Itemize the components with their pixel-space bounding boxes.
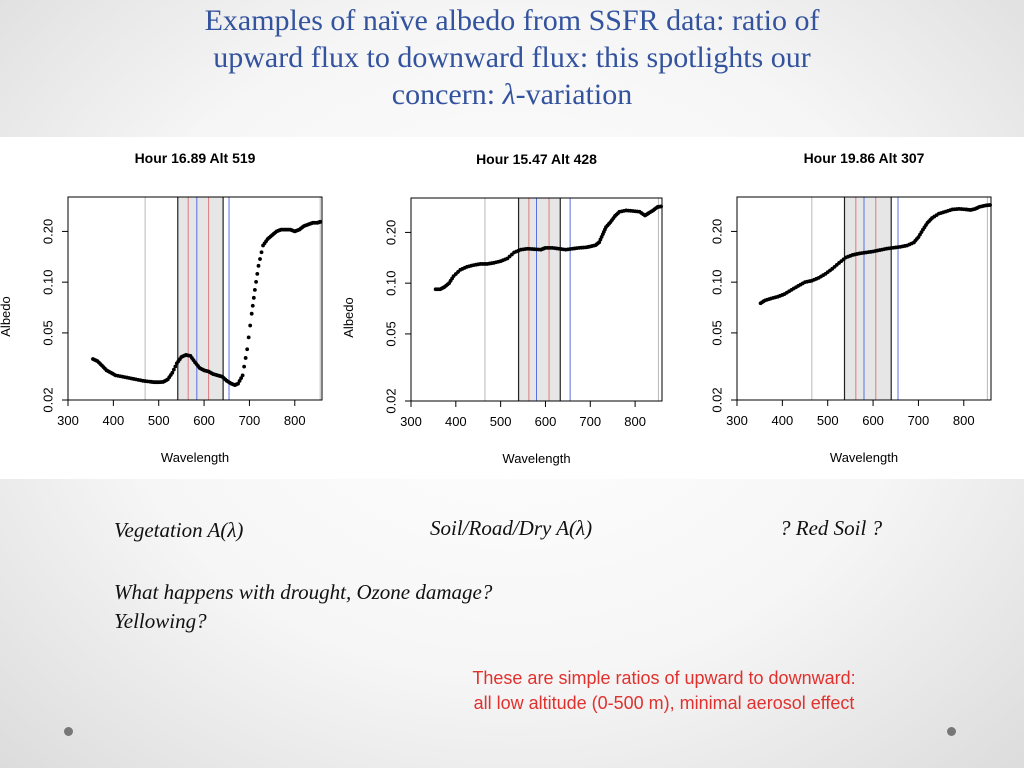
plot-title: Hour 16.89 Alt 519 — [135, 150, 256, 166]
x-tick-label: 800 — [624, 414, 646, 429]
data-point — [318, 219, 323, 224]
x-tick-label: 600 — [862, 413, 884, 428]
data-point-interp — [237, 378, 242, 383]
shaded-band — [844, 197, 892, 400]
data-point-interp — [243, 356, 248, 360]
question-text: What happens with drought, Ozone damage?… — [114, 578, 492, 636]
slide-title: Examples of naïve albedo from SSFR data:… — [60, 2, 964, 113]
x-tick-label: 600 — [193, 413, 215, 428]
data-point — [236, 381, 240, 386]
shaded-band — [177, 197, 224, 400]
nav-dot-left — [64, 727, 73, 736]
y-tick-label: 0.02 — [41, 387, 56, 412]
title-line-3-prefix: concern: — [391, 78, 503, 111]
y-tick-label: 0.02 — [710, 387, 725, 412]
plot-frame — [736, 196, 992, 401]
y-tick-label: 0.10 — [384, 271, 399, 296]
data-point-interp — [250, 303, 255, 308]
note-line-2: all low altitude (0-500 m), minimal aero… — [473, 693, 855, 713]
note-text: These are simple ratios of upward to dow… — [404, 666, 924, 716]
x-tick-label: 700 — [579, 414, 601, 429]
data-point-interp — [246, 335, 251, 340]
x-axis-label: Wavelength — [502, 451, 570, 466]
x-tick-label: 400 — [772, 413, 794, 428]
x-tick-label: 300 — [400, 414, 422, 429]
data-point — [256, 263, 261, 268]
x-tick-label: 800 — [284, 413, 306, 428]
x-axis-label: Wavelength — [161, 450, 229, 465]
caption-vegetation: Vegetation A(λ) — [114, 518, 244, 542]
y-tick-label: 0.20 — [41, 219, 56, 244]
data-point-interp — [239, 376, 244, 381]
note-line-1: These are simple ratios of upward to dow… — [472, 668, 856, 688]
y-tick-label: 0.20 — [384, 220, 399, 245]
x-tick-label: 300 — [726, 413, 748, 428]
x-tick-label: 500 — [148, 413, 170, 428]
lambda-symbol: λ — [502, 78, 516, 111]
albedo-plot-soil: Hour 15.47 Alt 428 300 400 500 600 700 800 Wave… — [341, 151, 664, 466]
y-tick-label: 0.10 — [41, 270, 56, 295]
y-tick-label: 0.10 — [710, 270, 725, 295]
data-point — [252, 287, 257, 292]
plots-band: Hour 16.89 Alt 519 300 400 500 600 700 800 Wave… — [0, 137, 1024, 479]
question-line-1: What happens with drought, Ozone damage? — [114, 580, 493, 604]
data-point — [249, 311, 254, 316]
question-line-2: Yellowing? — [114, 609, 207, 633]
title-line-2: upward flux to downward flux: this spotl… — [213, 41, 811, 74]
data-point-interp — [248, 323, 253, 328]
data-point-interp — [171, 367, 176, 372]
y-axis-label: Albedo — [0, 296, 13, 336]
data-point-interp — [259, 250, 264, 255]
y-tick-label: 0.02 — [384, 388, 399, 413]
data-point-interp — [258, 257, 262, 261]
data-point-interp — [255, 271, 260, 276]
y-tick-label: 0.20 — [710, 219, 725, 244]
data-point-interp — [242, 364, 247, 369]
x-tick-label: 500 — [490, 414, 512, 429]
x-tick-label: 400 — [445, 414, 467, 429]
nav-dot-right — [947, 727, 956, 736]
caption-soil: Soil/Road/Dry A(λ) — [430, 516, 593, 540]
y-axis-label: Albedo — [341, 297, 356, 337]
data-point — [659, 204, 664, 209]
y-tick-label: 0.05 — [41, 320, 56, 345]
x-axis-label: Wavelength — [830, 450, 898, 465]
data-point-interp — [173, 364, 178, 369]
x-tick-label: 800 — [953, 413, 975, 428]
y-tick-label: 0.05 — [710, 320, 725, 345]
plot-title: Hour 19.86 Alt 307 — [804, 150, 925, 166]
caption-red-soil: ? Red Soil ? — [780, 516, 883, 540]
data-point — [170, 370, 175, 375]
data-point — [245, 347, 250, 352]
plot-frame — [67, 196, 323, 401]
x-tick-label: 700 — [239, 413, 261, 428]
data-point-interp — [251, 295, 256, 300]
plot-frame — [410, 197, 663, 402]
x-tick-label: 700 — [908, 413, 930, 428]
shaded-band — [518, 198, 561, 401]
title-line-1: Examples of naïve albedo from SSFR data:… — [204, 4, 820, 37]
data-point-interp — [254, 279, 258, 284]
title-line-3-suffix: -variation — [515, 78, 633, 111]
x-tick-label: 500 — [817, 413, 839, 428]
albedo-plot-red-soil: Hour 19.86 Alt 307 300 400 500 600 700 800 Wave… — [710, 150, 992, 465]
plot-title: Hour 15.47 Alt 428 — [476, 151, 597, 167]
data-point — [240, 373, 245, 378]
y-tick-label: 0.05 — [384, 321, 399, 346]
x-tick-label: 300 — [57, 413, 79, 428]
albedo-plot-vegetation: Hour 16.89 Alt 519 300 400 500 600 700 800 Wave… — [0, 150, 323, 465]
data-point — [988, 203, 992, 207]
x-tick-label: 600 — [535, 414, 557, 429]
title-line-3: concern: λ-variation — [60, 76, 964, 113]
x-tick-label: 400 — [103, 413, 125, 428]
